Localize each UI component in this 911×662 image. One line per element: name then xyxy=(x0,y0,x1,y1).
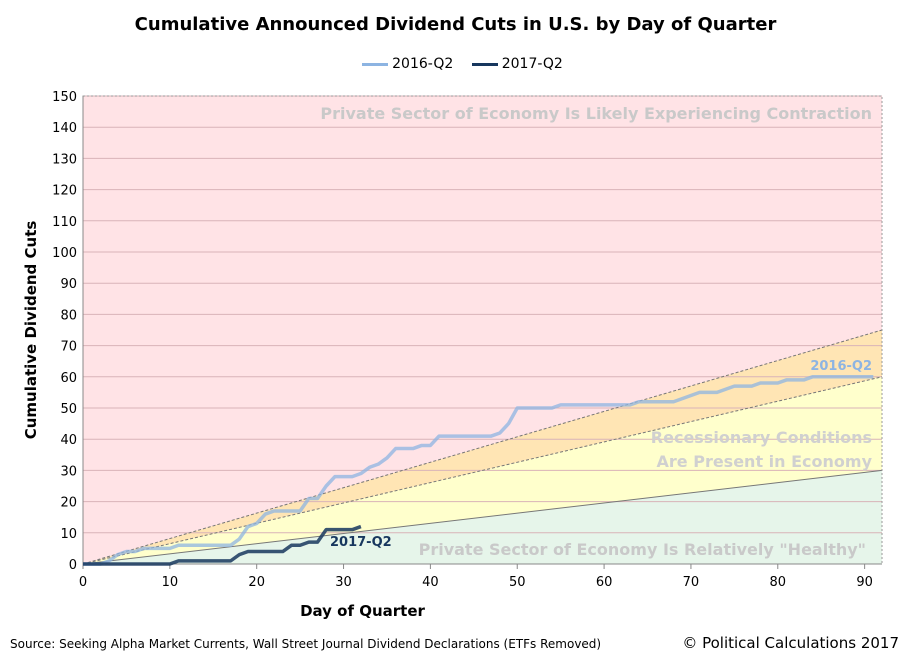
x-tick-label: 90 xyxy=(856,575,873,590)
source-note: Source: Seeking Alpha Market Currents, W… xyxy=(10,637,602,651)
upper-threshold-line xyxy=(82,329,883,565)
legend: 2016-Q2 2017-Q2 xyxy=(0,56,911,72)
series-line-2017-Q2 xyxy=(83,524,362,566)
x-tick-label: 70 xyxy=(683,575,700,590)
x-tick-label: 20 xyxy=(248,575,265,590)
y-tick-label: 130 xyxy=(52,152,77,167)
series-line-2016-Q2 xyxy=(83,375,874,566)
x-tick-label: 0 xyxy=(79,575,87,590)
y-tick-label: 10 xyxy=(60,527,77,542)
lower-threshold-line xyxy=(82,469,883,565)
x-axis-label: Day of Quarter xyxy=(300,602,425,620)
y-tick-label: 120 xyxy=(52,184,77,199)
legend-label-2017: 2017-Q2 xyxy=(501,56,563,72)
x-tick-label: 80 xyxy=(770,575,787,590)
y-tick-label: 70 xyxy=(60,340,77,355)
x-tick-label: 30 xyxy=(335,575,352,590)
x-tick-label: 60 xyxy=(596,575,613,590)
y-tick-label: 20 xyxy=(60,496,77,511)
copyright: © Political Calculations 2017 xyxy=(682,634,899,652)
zone-label-recession-2: Are Present in Economy xyxy=(657,452,873,471)
y-tick-label: 100 xyxy=(52,246,77,261)
y-axis-label: Cumulative Dividend Cuts xyxy=(22,221,40,440)
y-tick-label: 50 xyxy=(60,402,77,417)
y-tick-label: 40 xyxy=(60,433,77,448)
y-tick-label: 60 xyxy=(60,371,77,386)
zone-label-healthy: Private Sector of Economy Is Relatively … xyxy=(419,540,866,559)
y-tick-label: 30 xyxy=(60,464,77,479)
y-tick-label: 150 xyxy=(52,90,77,105)
legend-swatch-2017 xyxy=(471,62,498,66)
annotation-2017: 2017-Q2 xyxy=(330,535,392,550)
chart-title: Cumulative Announced Dividend Cuts in U.… xyxy=(134,14,777,35)
x-tick-label: 40 xyxy=(422,575,439,590)
x-tick-label: 50 xyxy=(509,575,526,590)
y-tick-label: 80 xyxy=(60,308,77,323)
annotation-2016: 2016-Q2 xyxy=(810,359,872,374)
legend-label-2016: 2016-Q2 xyxy=(392,56,454,72)
y-tick-label: 0 xyxy=(69,558,77,573)
zone-label-recession-1: Recessionary Conditions xyxy=(651,428,872,447)
zone-label-contraction: Private Sector of Economy Is Likely Expe… xyxy=(320,104,872,123)
y-tick-label: 140 xyxy=(52,121,77,136)
middle-threshold-line xyxy=(82,376,883,565)
y-tick-label: 90 xyxy=(60,277,77,292)
y-tick-label: 110 xyxy=(52,215,77,230)
x-tick-label: 10 xyxy=(162,575,179,590)
legend-swatch-2016 xyxy=(362,62,389,66)
